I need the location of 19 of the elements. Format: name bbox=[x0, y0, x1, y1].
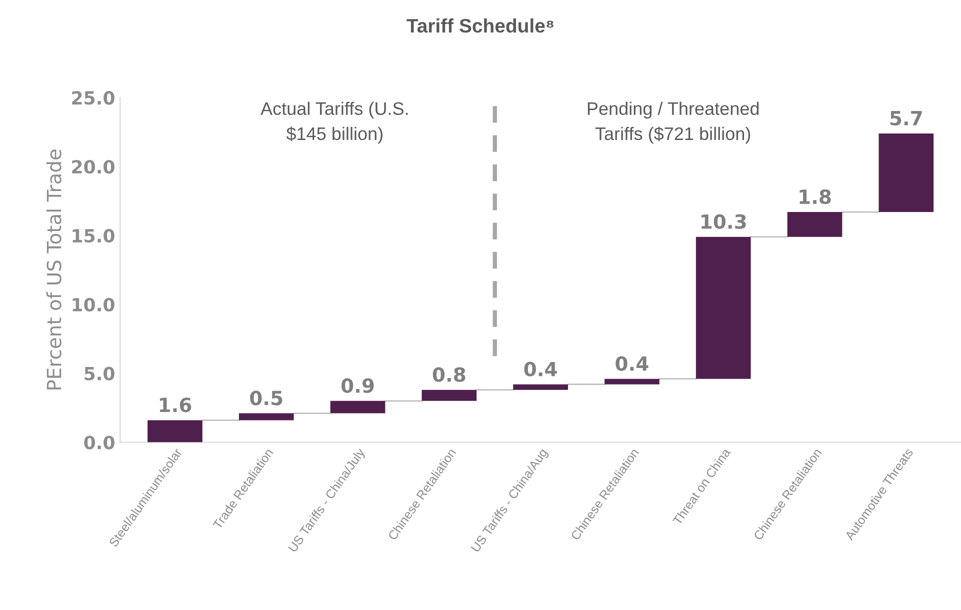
data-label: 5.7 bbox=[890, 111, 922, 126]
annotation: Pending / Threatened Tariffs ($721 billion) bbox=[588, 102, 759, 144]
y-tick-label: 25.0 bbox=[72, 91, 114, 105]
data-label: 1.6 bbox=[160, 398, 192, 412]
data-label: 0.8 bbox=[432, 367, 466, 382]
y-tick-label: 10.0 bbox=[72, 298, 114, 312]
y-tick-label: 15.0 bbox=[72, 228, 114, 243]
y-tick-label: 0.0 bbox=[84, 436, 114, 450]
annotation: Actual Tariffs (U.S. $145 billion) bbox=[260, 102, 408, 144]
data-label: 0.4 bbox=[524, 362, 557, 376]
y-tick-label: 5.0 bbox=[84, 366, 114, 380]
data-label: 1.8 bbox=[800, 189, 831, 204]
y-tick-label: 20.0 bbox=[72, 160, 114, 174]
data-label: 0.4 bbox=[616, 356, 648, 371]
chart-title: Tariff Schedule⁸ bbox=[406, 18, 554, 33]
data-label: 0.9 bbox=[341, 378, 374, 393]
y-axis-title: PErcent of US Total Trade bbox=[46, 150, 62, 390]
data-label: 10.3 bbox=[702, 214, 746, 229]
data-label: 0.5 bbox=[250, 390, 282, 406]
